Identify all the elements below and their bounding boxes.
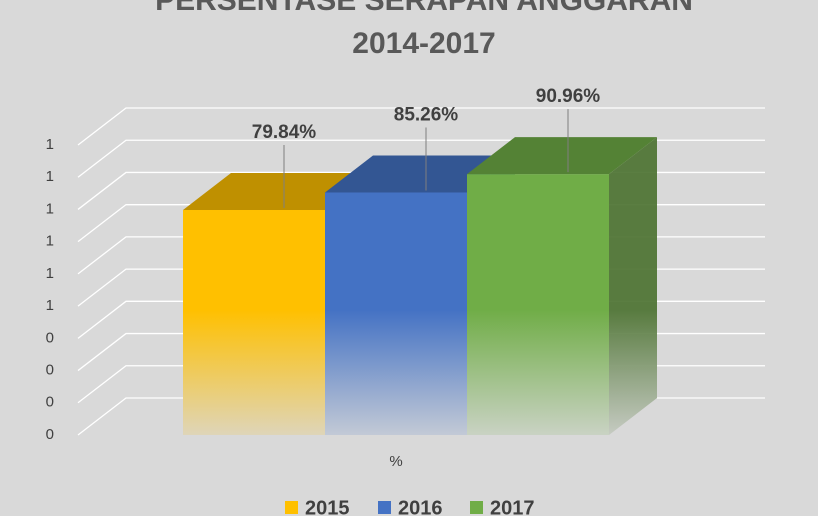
legend-label: 2015 — [305, 497, 350, 516]
grid-line — [77, 107, 765, 146]
y-tick-label: 1 — [46, 265, 54, 282]
legend-swatch — [378, 501, 391, 514]
data-label: 85.26% — [394, 105, 459, 126]
bar-top — [467, 137, 657, 175]
chart-title: 2014-2017 — [352, 27, 495, 60]
y-tick-label: 0 — [46, 362, 54, 379]
legend-label: 2016 — [398, 497, 443, 516]
y-tick-label: 1 — [46, 168, 54, 185]
floor-fade — [183, 310, 657, 435]
legend-swatch — [470, 501, 483, 514]
y-tick-label: 1 — [46, 200, 54, 217]
y-tick-label: 1 — [46, 233, 54, 250]
chart-title: PERSENTASE SERAPAN ANGGARAN — [155, 0, 693, 17]
y-tick-label: 0 — [46, 394, 54, 411]
y-tick-label: 0 — [46, 426, 54, 443]
data-label: 90.96% — [536, 86, 601, 107]
x-tick-label: % — [389, 453, 402, 470]
legend-label: 2017 — [490, 497, 535, 516]
data-label: 79.84% — [252, 122, 317, 143]
y-tick-label: 1 — [46, 297, 54, 314]
y-tick-label: 0 — [46, 329, 54, 346]
legend-swatch — [285, 501, 298, 514]
y-tick-label: 1 — [46, 136, 54, 153]
